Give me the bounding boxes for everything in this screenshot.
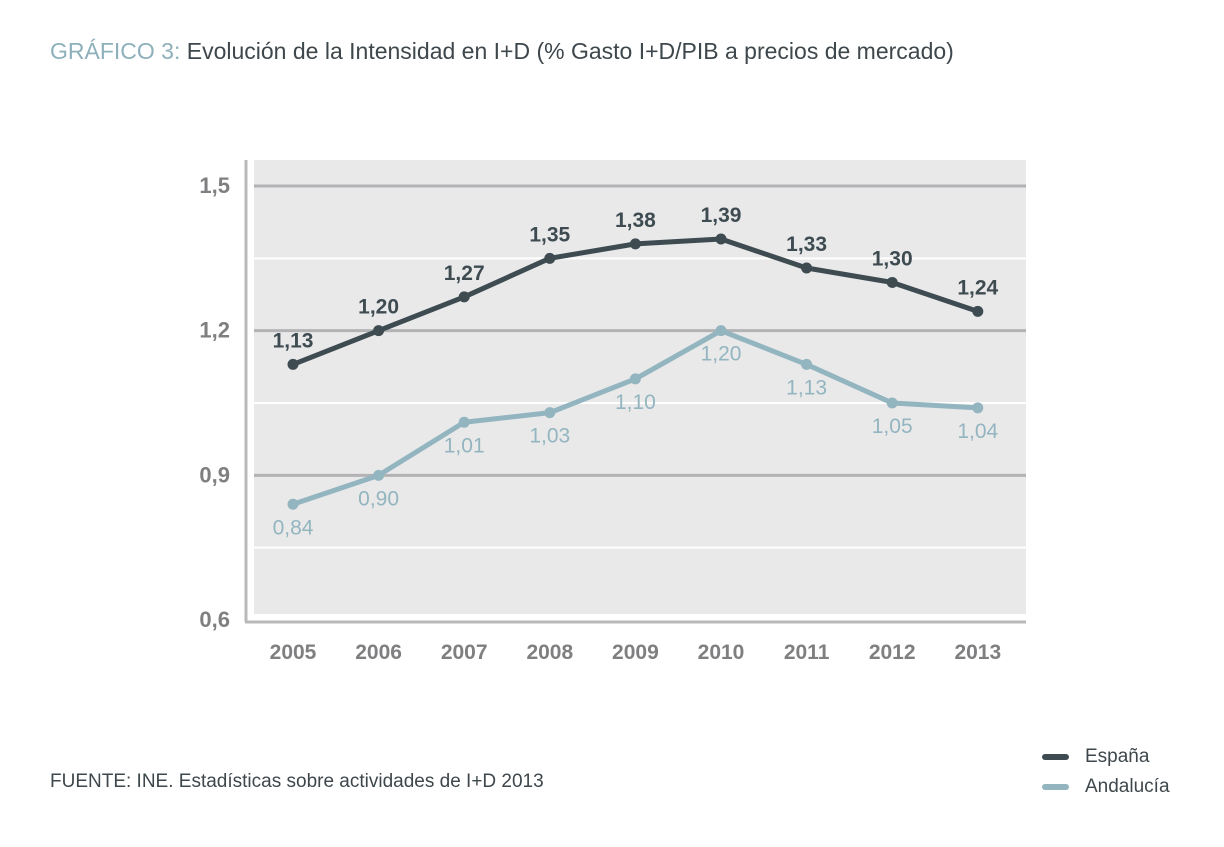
data-label-andalucia: 0,84 bbox=[273, 516, 314, 539]
data-point-andalucia bbox=[544, 407, 556, 419]
data-label-andalucia: 0,90 bbox=[358, 487, 399, 510]
y-tick-label: 1,5 bbox=[199, 173, 230, 198]
data-point-andalucia bbox=[886, 397, 898, 409]
data-point-andalucia bbox=[287, 498, 299, 510]
data-label-espana: 1,35 bbox=[529, 223, 570, 246]
data-point-andalucia bbox=[801, 358, 813, 370]
chart-title-text: Evolución de la Intensidad en I+D (% Gas… bbox=[186, 38, 954, 64]
data-point-espana bbox=[287, 358, 299, 370]
x-tick-label: 2008 bbox=[526, 641, 573, 664]
data-point-andalucia bbox=[373, 469, 385, 481]
legend-swatch-andalucia bbox=[1042, 784, 1069, 790]
x-tick-label: 2009 bbox=[612, 641, 659, 664]
legend: España Andalucía bbox=[1042, 742, 1170, 802]
chart-title-prefix: GRÁFICO 3: bbox=[50, 38, 181, 64]
data-label-andalucia: 1,03 bbox=[529, 425, 570, 448]
data-point-espana bbox=[458, 291, 470, 303]
legend-label-andalucia: Andalucía bbox=[1085, 776, 1170, 797]
data-label-espana: 1,30 bbox=[872, 247, 913, 270]
x-tick-label: 2006 bbox=[355, 641, 402, 664]
x-tick-label: 2011 bbox=[784, 641, 830, 664]
x-tick-label: 2013 bbox=[954, 641, 1001, 664]
data-point-andalucia bbox=[972, 402, 984, 414]
data-point-espana bbox=[715, 233, 727, 245]
data-point-andalucia bbox=[715, 325, 727, 337]
chart-title: GRÁFICO 3: Evolución de la Intensidad en… bbox=[50, 38, 954, 65]
data-label-andalucia: 1,05 bbox=[872, 415, 913, 438]
data-label-espana: 1,20 bbox=[358, 296, 399, 319]
data-label-espana: 1,33 bbox=[786, 233, 827, 256]
plot-area bbox=[254, 160, 1026, 614]
x-tick-label: 2005 bbox=[270, 641, 317, 664]
data-label-andalucia: 1,13 bbox=[786, 376, 827, 399]
x-tick-label: 2012 bbox=[869, 641, 916, 664]
legend-item-espana: España bbox=[1042, 742, 1170, 772]
data-point-espana bbox=[373, 325, 385, 337]
y-tick-label: 1,2 bbox=[199, 318, 230, 343]
data-point-espana bbox=[629, 238, 641, 250]
data-label-espana: 1,24 bbox=[957, 276, 998, 299]
legend-swatch-espana bbox=[1042, 754, 1069, 760]
data-label-andalucia: 1,20 bbox=[701, 343, 742, 366]
y-tick-label: 0,6 bbox=[199, 607, 230, 632]
data-label-espana: 1,38 bbox=[615, 209, 656, 232]
data-label-andalucia: 1,04 bbox=[957, 420, 998, 443]
data-point-espana bbox=[972, 305, 984, 317]
data-point-andalucia bbox=[629, 373, 641, 385]
x-tick-label: 2007 bbox=[441, 641, 488, 664]
source-note: FUENTE: INE. Estadísticas sobre activida… bbox=[50, 771, 544, 792]
data-label-andalucia: 1,01 bbox=[444, 434, 485, 457]
data-label-espana: 1,39 bbox=[701, 204, 742, 227]
x-tick-label: 2010 bbox=[698, 641, 745, 664]
data-point-andalucia bbox=[458, 416, 470, 428]
data-point-espana bbox=[801, 262, 813, 274]
y-tick-label: 0,9 bbox=[199, 462, 230, 487]
data-label-andalucia: 1,10 bbox=[615, 391, 656, 414]
data-label-espana: 1,13 bbox=[273, 329, 314, 352]
data-point-espana bbox=[886, 276, 898, 288]
data-label-espana: 1,27 bbox=[444, 262, 485, 285]
legend-item-andalucia: Andalucía bbox=[1042, 772, 1170, 802]
legend-label-espana: España bbox=[1085, 746, 1150, 767]
data-point-espana bbox=[544, 252, 556, 264]
